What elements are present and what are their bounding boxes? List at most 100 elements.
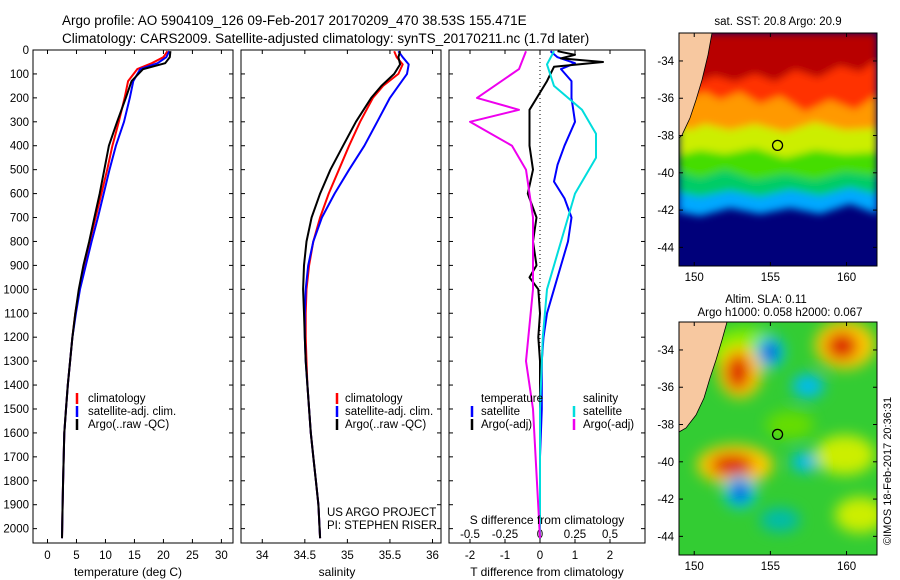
sla-blob xyxy=(815,435,875,475)
sla-blob xyxy=(766,411,814,439)
lat-tick-label: -36 xyxy=(657,382,674,394)
x-tick-label: -1 xyxy=(500,550,510,562)
depth-tick-label: 1100 xyxy=(4,308,29,320)
legend-label-climatology: climatology xyxy=(345,393,403,405)
sla-blob xyxy=(835,497,877,533)
x-tick-label: 34 xyxy=(256,550,269,562)
x-tick-label: 0 xyxy=(537,550,543,562)
sst-dark-red-band xyxy=(679,33,877,82)
x-tick-label: 0 xyxy=(44,550,50,562)
sst-land xyxy=(679,33,713,139)
lon-tick-label: 160 xyxy=(837,561,856,573)
depth-tick-label: 0 xyxy=(23,45,29,57)
x-tick-label: 36 xyxy=(426,550,439,562)
plot-frame xyxy=(32,49,234,544)
figure-title-line1: Argo profile: AO 5904109_126 09-Feb-2017… xyxy=(62,13,527,28)
legend-label-climatology: climatology xyxy=(88,393,146,405)
series-salinity-argo xyxy=(469,50,541,539)
depth-tick-label: 500 xyxy=(10,165,29,177)
lon-tick-label: 150 xyxy=(685,561,704,573)
sla-high-3 xyxy=(710,454,754,476)
x-tick-label: 15 xyxy=(128,550,141,562)
legend-heading-salinity: salinity xyxy=(583,393,618,405)
sla-map-axes: 150 155 160 -34 -36 -38 -40 -42 -44 xyxy=(657,322,877,573)
legend-label-satellite: satellite-adj. clim. xyxy=(88,406,176,418)
salinity-legend: climatology satellite-adj. clim. Argo(..… xyxy=(327,393,437,532)
figure-title-line2: Climatology: CARS2009. Satellite-adjuste… xyxy=(62,31,589,46)
depth-tick-label: 200 xyxy=(10,93,29,105)
sla-float-marker xyxy=(771,428,784,441)
lat-tick-label: -34 xyxy=(657,345,674,357)
sst-map-image xyxy=(679,33,877,266)
x-tick-label: 20 xyxy=(157,550,170,562)
lon-tick-label: 150 xyxy=(685,272,704,284)
series-argo xyxy=(302,50,402,539)
lat-tick-label: -42 xyxy=(657,205,674,217)
lon-tick-label: 160 xyxy=(837,272,856,284)
depth-tick-label: 800 xyxy=(10,236,29,248)
lat-tick-label: -38 xyxy=(657,420,674,432)
x-tick-label: 1 xyxy=(572,550,578,562)
lon-tick-label: 155 xyxy=(761,272,780,284)
depth-tick-label: 1900 xyxy=(3,500,29,512)
pi-annotation: PI: STEPHEN RISER xyxy=(327,520,437,532)
depth-tick-label: 1200 xyxy=(3,332,29,344)
sla-map-frame xyxy=(678,321,878,556)
difference-legend: temperature salinity satellite Argo(-adj… xyxy=(470,393,634,431)
sla-high-1 xyxy=(726,354,750,390)
sst-float-marker xyxy=(771,139,784,152)
legend-label-satellite: satellite-adj. clim. xyxy=(345,406,433,418)
sla-low-2 xyxy=(792,374,824,398)
sla-high-2 xyxy=(826,332,858,360)
sla-blob xyxy=(760,508,800,532)
x-tick-label: -2 xyxy=(465,550,475,562)
depth-tick-label: 1700 xyxy=(3,452,29,464)
s-tick-label: -0.25 xyxy=(492,529,518,541)
sla-low-1 xyxy=(762,342,778,362)
depth-tick-label: 300 xyxy=(10,117,29,129)
x-tick-label: 10 xyxy=(99,550,112,562)
series-temperature-argo xyxy=(526,50,604,539)
lat-tick-label: -36 xyxy=(657,93,674,105)
depth-tick-label: 1500 xyxy=(3,404,29,416)
temperature-xlabel: temperature (deg C) xyxy=(74,565,182,579)
plot-frame xyxy=(240,49,442,544)
x-tick-label: 34.5 xyxy=(294,550,316,562)
legend-label-sal-satellite: satellite xyxy=(583,406,622,418)
x-tick-label: 35.5 xyxy=(379,550,401,562)
temperature-panel: 0100200300400500600700800900100011001200… xyxy=(3,45,234,562)
depth-tick-label: 600 xyxy=(10,189,29,201)
depth-tick-label: 1600 xyxy=(3,428,29,440)
x-tick-label: 30 xyxy=(215,550,228,562)
legend-label-temp-argo: Argo(-adj) xyxy=(481,419,532,431)
sla-low-4 xyxy=(791,452,819,472)
depth-tick-label: 1300 xyxy=(3,356,29,368)
salinity-xlabel: salinity xyxy=(319,565,356,579)
sla-low-3 xyxy=(732,482,748,502)
depth-tick-label: 700 xyxy=(10,213,29,225)
sla-map-title-line2: Argo h1000: 0.058 h2000: 0.067 xyxy=(698,307,863,319)
depth-tick-label: 400 xyxy=(10,141,29,153)
x-tick-label: 5 xyxy=(73,550,79,562)
legend-heading-temperature: temperature xyxy=(481,393,543,405)
s-tick-label: -0.5 xyxy=(460,529,480,541)
lat-tick-label: -38 xyxy=(657,131,674,143)
difference-xlabel: T difference from climatology xyxy=(470,565,624,579)
temperature-legend: climatology satellite-adj. clim. Argo(..… xyxy=(75,393,176,431)
x-tick-label: 35 xyxy=(341,550,354,562)
lat-tick-label: -44 xyxy=(657,242,674,254)
legend-label-argo: Argo(..raw -QC) xyxy=(345,419,426,431)
sla-map-title-line1: Altim. SLA: 0.11 xyxy=(725,294,807,306)
sst-map-axes: 150 155 160 -34 -36 -38 -40 -42 -44 xyxy=(657,33,877,284)
sla-map-image xyxy=(679,322,877,555)
sst-map-frame xyxy=(678,32,878,267)
s-tick-label: 0.25 xyxy=(564,529,586,541)
legend-label-sal-argo: Argo(-adj) xyxy=(583,419,634,431)
salinity-panel: 34 34.5 35 35.5 36 xyxy=(240,49,442,562)
s-tick-label: 0.5 xyxy=(602,529,618,541)
depth-tick-label: 2000 xyxy=(3,524,29,536)
lat-tick-label: -34 xyxy=(657,56,674,68)
depth-tick-label: 1000 xyxy=(3,284,29,296)
